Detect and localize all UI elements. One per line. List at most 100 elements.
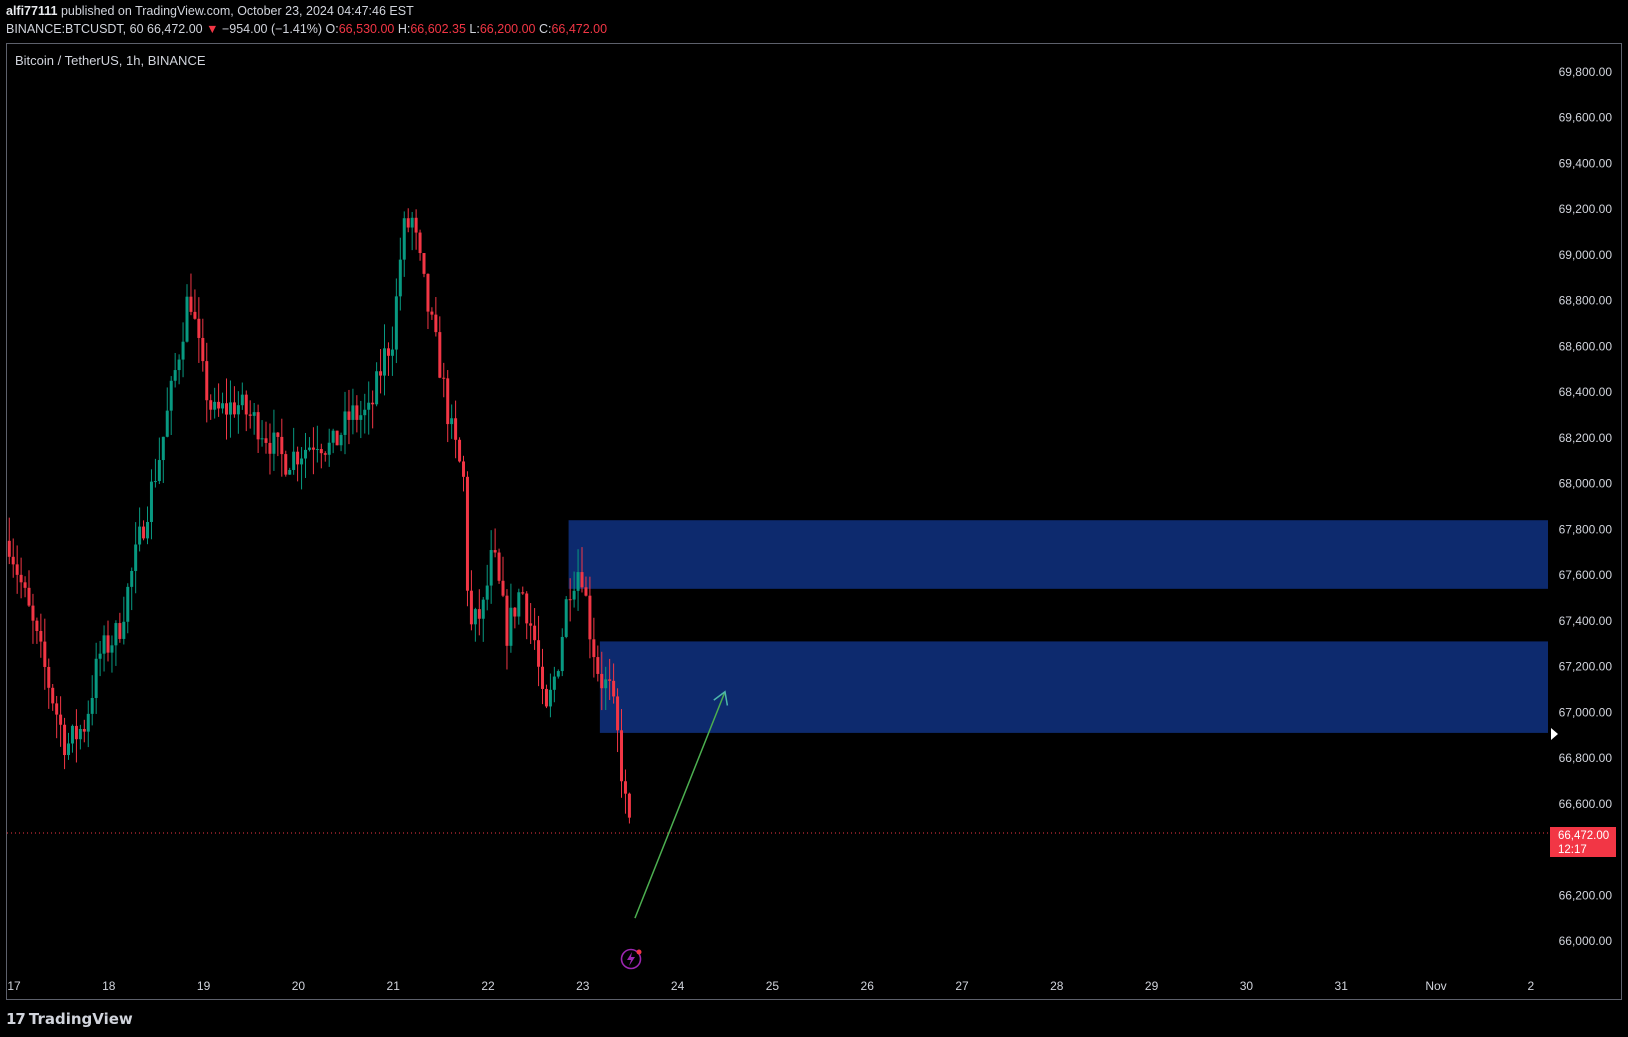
candle [51,683,55,711]
time-tick-label: 31 [1335,979,1349,993]
price-tick-label: 68,200.00 [1559,431,1613,445]
candle-body [146,521,150,539]
candle [82,719,86,743]
publication-header: alfi77111 published on TradingView.com, … [0,0,1628,42]
candle [284,450,288,477]
candle-body [276,432,280,437]
candle-body [185,296,189,342]
candle-body [616,696,620,731]
candle [394,278,398,364]
candle [592,617,596,678]
price-tick-label: 67,600.00 [1559,568,1613,582]
candle [414,209,418,250]
candle-body [86,713,90,732]
candle [252,403,256,435]
candle [209,394,213,420]
candle [149,469,153,540]
candle [560,628,564,677]
candle [74,709,78,763]
candle [485,564,489,611]
candle [469,570,473,631]
candle [497,548,501,584]
candle [240,382,244,410]
candle-body [173,370,177,381]
candle [161,436,165,484]
symbol-label[interactable]: BINANCE:BTCUSDT, 60 [6,22,144,36]
time-tick-label: 18 [102,979,116,993]
candle [596,645,600,682]
candle [501,556,505,598]
candle [173,352,177,388]
candle [410,211,414,251]
publisher-name[interactable]: alfi77111 [6,4,58,18]
candle [193,289,197,320]
candle-body [165,410,169,437]
candle-body [454,418,458,440]
candle-body [438,332,442,378]
candle [15,545,19,594]
candle [572,571,576,608]
price-tick-label: 69,200.00 [1559,202,1613,216]
low-label: L: [469,22,480,36]
candle-body [541,666,545,689]
candle-body [596,657,600,674]
candle-body [67,743,71,756]
candle-body [580,572,584,588]
candle-body [142,526,146,539]
candle-body [11,556,15,565]
price-tick-label: 68,400.00 [1559,385,1613,399]
open-value: 66,530.00 [338,22,395,36]
candle [98,640,102,677]
candle [165,387,169,438]
candle-body [375,371,379,405]
candle [55,695,59,739]
candle-body [493,550,497,553]
candle-body [35,620,39,632]
candle [529,603,533,644]
candle [47,658,51,709]
arrow-head [713,690,729,706]
candle-body [236,405,240,415]
candle-body [31,605,35,621]
candle [217,383,221,417]
candle-body [94,658,98,698]
candle-body [39,631,43,642]
candle [434,297,438,337]
candle-body [272,432,276,454]
candle-body [505,595,509,646]
chart-frame[interactable] [6,43,1622,1000]
candle-body [359,415,363,420]
candle [379,349,383,394]
candle [248,400,252,429]
candle-body [15,564,19,575]
candle [276,431,280,457]
candle-body [608,679,612,681]
price-tick-label: 66,200.00 [1559,888,1613,902]
time-axis: 17 18 19 20 21 22 23 24 25 26 27 28 29 30 31 Nov 2 [7,979,1534,993]
candle [398,237,402,311]
demand-zone-2 [599,641,1548,733]
candle [244,390,248,432]
candle [272,409,276,471]
candle-body [517,592,521,617]
candle [213,387,217,419]
candle [146,506,150,545]
candle-body [560,636,564,672]
candle [493,528,497,558]
candle [418,229,422,261]
candle [268,423,272,475]
tradingview-logo[interactable]: 17 TradingView [6,1008,133,1030]
candlestick-series [7,208,631,824]
candle [564,596,568,639]
candle [556,669,560,679]
candle-body [521,592,525,594]
candle [390,326,394,376]
candle-body [331,430,335,443]
candle-body [106,635,110,653]
candle-body [544,688,548,707]
price-tick-label: 69,000.00 [1559,248,1613,262]
candle-body [256,412,260,440]
candle-body [209,400,213,410]
candle [375,362,379,407]
